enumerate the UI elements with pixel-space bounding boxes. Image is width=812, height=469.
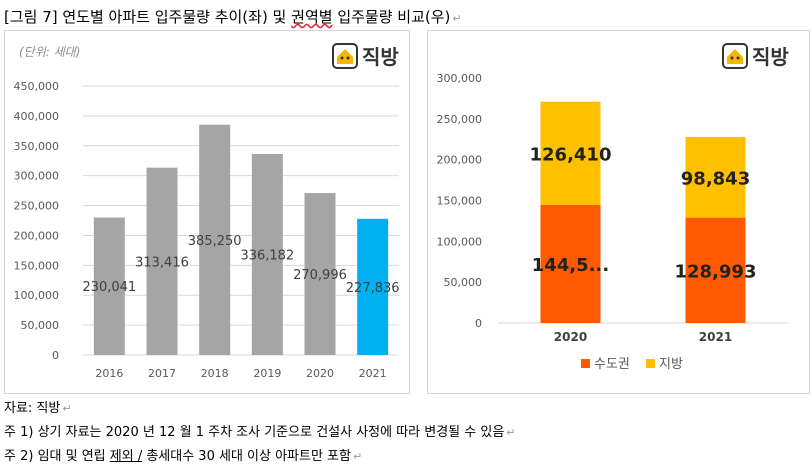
paragraph-mark: ↵ bbox=[452, 12, 462, 25]
y-tick-label: 300,000 bbox=[14, 170, 60, 183]
legend-label: 지방 bbox=[659, 357, 683, 372]
logo-text: 직방 bbox=[752, 45, 789, 69]
figure-title-prefix: [그림 7] 연도별 아파트 입주물량 추이(좌) 및 bbox=[4, 8, 292, 26]
data-label: 336,182 bbox=[240, 249, 294, 264]
x-tick-label: 2021 bbox=[359, 367, 387, 380]
y-tick-label: 200,000 bbox=[437, 154, 483, 167]
note-2-text-a: 주 2) 임대 및 연립 bbox=[4, 449, 110, 464]
y-tick-label: 200,000 bbox=[14, 229, 60, 242]
y-tick-label: 400,000 bbox=[14, 110, 60, 123]
house-logo-icon bbox=[722, 42, 748, 69]
bar-2016 bbox=[93, 217, 125, 355]
y-tick-label: 0 bbox=[475, 317, 482, 330]
logo-text: 직방 bbox=[362, 45, 399, 69]
x-tick-label: 2019 bbox=[253, 367, 281, 380]
data-label: 313,416 bbox=[135, 255, 189, 270]
note-1: 주 1) 상기 자료는 2020 년 12 월 1 주차 조사 기준으로 건설사… bbox=[4, 421, 516, 445]
x-tick-label: 2016 bbox=[95, 367, 123, 380]
bar-2017 bbox=[146, 167, 178, 355]
source-note: 자료: 직방 ↵ bbox=[4, 397, 516, 421]
note-2: 주 2) 임대 및 연립 제외 / 총세대수 30 세대 이상 아파트만 포함 ↵ bbox=[4, 445, 516, 469]
bar-2021-segment bbox=[685, 136, 746, 218]
legend-swatch bbox=[581, 359, 590, 368]
legend-label: 수도권 bbox=[594, 357, 630, 372]
source-text: 자료: 직방 bbox=[4, 401, 61, 416]
legend-swatch bbox=[646, 359, 655, 368]
x-tick-label: 2018 bbox=[201, 367, 229, 380]
note-2-text-c: 총세대수 30 세대 이상 아파트만 포함 bbox=[142, 449, 351, 464]
data-label: 227,836 bbox=[346, 281, 400, 296]
bar-2021-segment bbox=[685, 217, 746, 323]
y-tick-label: 0 bbox=[52, 349, 59, 362]
data-label: 98,843 bbox=[681, 168, 750, 189]
figure-title-squiggle: 권역별 bbox=[291, 8, 333, 26]
paragraph-mark: ↵ bbox=[506, 426, 516, 439]
note-2-text-b: 제외 / bbox=[109, 449, 143, 464]
x-tick-label: 2021 bbox=[699, 330, 732, 344]
paragraph-mark: ↵ bbox=[62, 402, 72, 415]
y-tick-label: 50,000 bbox=[21, 319, 60, 332]
unit-label: (단위: 세대) bbox=[19, 45, 80, 59]
y-tick-label: 150,000 bbox=[14, 259, 60, 272]
y-tick-label: 100,000 bbox=[437, 235, 483, 248]
data-label: 230,041 bbox=[82, 280, 136, 295]
left-chart-panel: 직방 (단위: 세대) 0 50,000 100,000 150,000 200,000 2… bbox=[4, 30, 410, 394]
house-logo-icon bbox=[332, 42, 358, 69]
figure-title-suffix: 입주물량 비교(우) bbox=[332, 8, 451, 26]
bar-2020 bbox=[304, 193, 336, 355]
y-tick-label: 100,000 bbox=[14, 289, 60, 302]
data-label: 128,993 bbox=[675, 261, 757, 282]
bar-2018 bbox=[199, 124, 231, 355]
left-logo: 직방 bbox=[332, 41, 399, 70]
x-tick-label: 2020 bbox=[554, 330, 587, 344]
y-tick-label: 450,000 bbox=[14, 80, 60, 93]
x-tick-label: 2020 bbox=[306, 367, 334, 380]
bar-2020-segment bbox=[540, 204, 601, 323]
right-chart-panel: 직방 0 50,000 100,000 150,000 200,000 250,000 30… bbox=[427, 30, 810, 394]
footnotes: 자료: 직방 ↵ 주 1) 상기 자료는 2020 년 12 월 1 주차 조사 … bbox=[4, 397, 516, 469]
paragraph-mark: ↵ bbox=[352, 450, 363, 463]
y-tick-label: 300,000 bbox=[437, 72, 483, 85]
figure-title: [그림 7] 연도별 아파트 입주물량 추이(좌) 및 권역별 입주물량 비교(… bbox=[4, 6, 462, 27]
x-tick-label: 2017 bbox=[148, 367, 176, 380]
right-logo: 직방 bbox=[722, 41, 789, 70]
y-tick-label: 50,000 bbox=[444, 276, 483, 289]
bar-2019 bbox=[251, 154, 283, 355]
data-label: 385,250 bbox=[188, 234, 242, 249]
y-tick-label: 350,000 bbox=[14, 140, 60, 153]
yearly-supply-chart: (단위: 세대) 0 50,000 100,000 150,000 200,000 250,… bbox=[14, 45, 400, 380]
y-tick-label: 250,000 bbox=[437, 113, 483, 126]
bar-2020-segment bbox=[540, 101, 601, 205]
y-tick-label: 150,000 bbox=[437, 195, 483, 208]
data-label: 270,996 bbox=[293, 268, 347, 283]
note-1-text: 주 1) 상기 자료는 2020 년 12 월 1 주차 조사 기준으로 건설사… bbox=[4, 425, 505, 440]
data-label: 144,5... bbox=[532, 255, 609, 276]
y-tick-label: 250,000 bbox=[14, 200, 60, 213]
regional-supply-chart: 0 50,000 100,000 150,000 200,000 250,000 300,0… bbox=[437, 72, 788, 372]
bar-2021 bbox=[357, 218, 389, 355]
data-label: 126,410 bbox=[530, 144, 612, 165]
